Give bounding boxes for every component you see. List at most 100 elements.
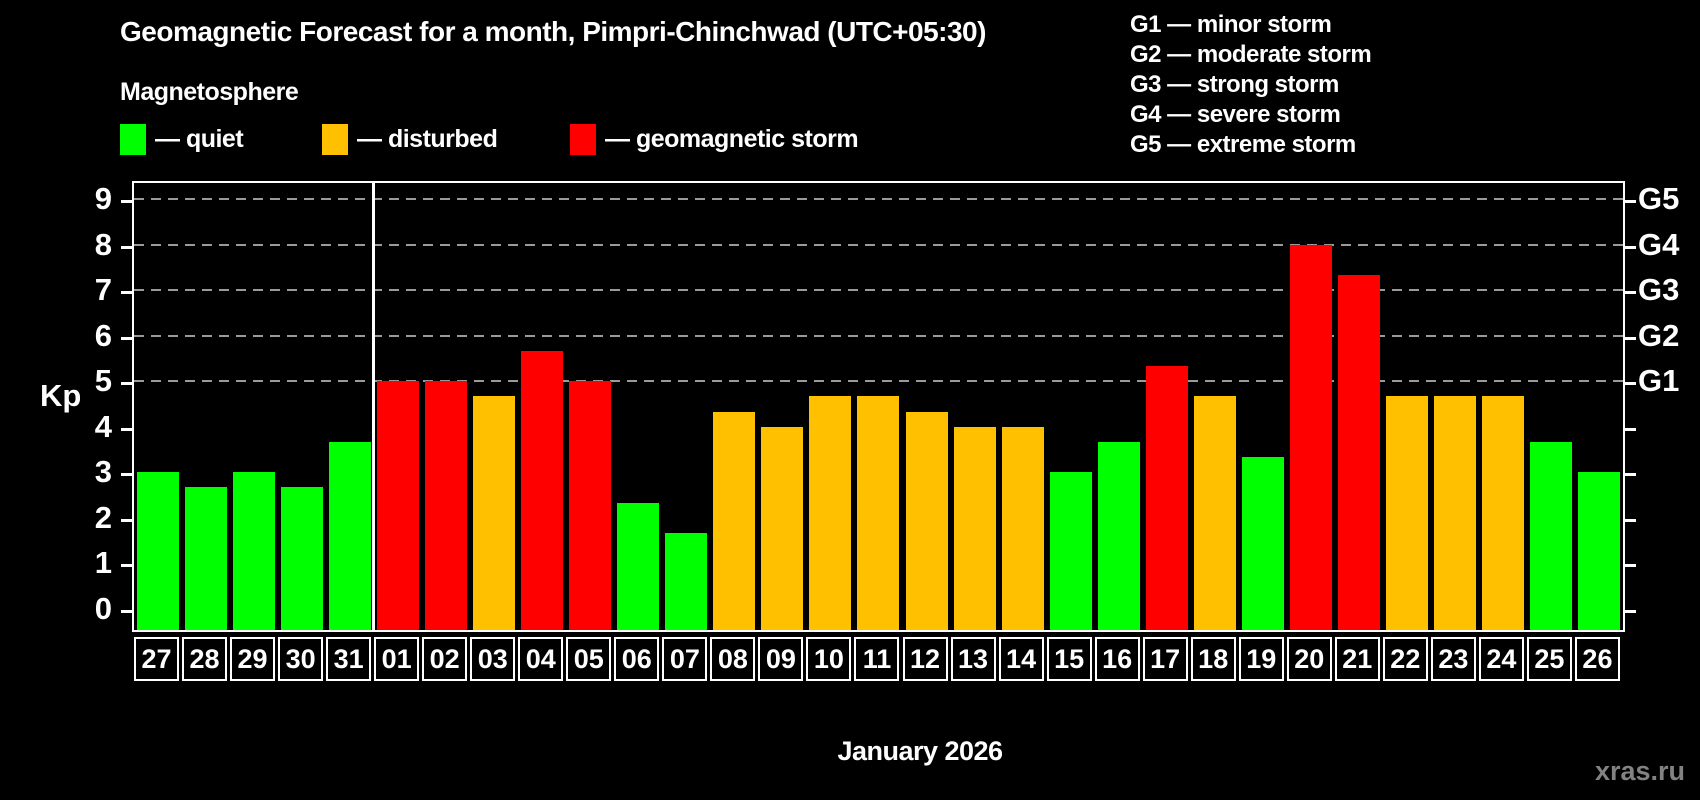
g3-legend-line: G3 — strong storm [1130, 71, 1339, 98]
bar-day-01 [377, 381, 420, 630]
day-box-22: 22 [1382, 637, 1428, 681]
day-box-02: 02 [422, 637, 468, 681]
day-box-29: 29 [230, 637, 276, 681]
disturbed-color-swatch [322, 123, 348, 155]
right-tick-8 [1623, 245, 1636, 249]
left-tick-7 [121, 291, 134, 295]
bar-day-25 [1529, 441, 1572, 630]
bar-day-09 [761, 426, 804, 630]
day-box-03: 03 [470, 637, 516, 681]
plot-area [121, 181, 1636, 632]
right-tick-2 [1623, 518, 1636, 522]
g-tick-label-G2: G2 [1638, 317, 1680, 353]
bar-day-30 [281, 487, 324, 630]
bar-day-08 [713, 411, 756, 630]
day-box-28: 28 [182, 637, 228, 681]
g-tick-label-G3: G3 [1638, 272, 1680, 308]
g4-legend-line: G4 — severe storm [1130, 101, 1341, 128]
g-tick-label-G4: G4 [1638, 226, 1680, 262]
left-tick-6 [121, 336, 134, 340]
gridline-kp-7 [134, 289, 1623, 292]
g-tick-label-G5: G5 [1638, 180, 1680, 216]
left-tick-5 [121, 382, 134, 386]
right-tick-6 [1623, 336, 1636, 340]
bar-day-17 [1145, 366, 1188, 630]
bar-day-18 [1193, 396, 1236, 630]
y-tick-label-3: 3 [94, 454, 112, 490]
legend-label-quiet: — quiet [155, 124, 244, 153]
left-tick-2 [121, 518, 134, 522]
day-box-25: 25 [1526, 637, 1572, 681]
day-box-27: 27 [134, 637, 179, 681]
bar-day-12 [905, 411, 948, 630]
day-box-06: 06 [614, 637, 660, 681]
day-box-18: 18 [1190, 637, 1236, 681]
bar-day-06 [617, 502, 660, 630]
g-tick-label-G1: G1 [1638, 363, 1680, 399]
legend-label-disturbed: — disturbed [357, 124, 498, 153]
gridline-kp-8 [134, 243, 1623, 246]
left-tick-9 [121, 199, 134, 203]
bar-day-19 [1241, 457, 1284, 630]
bar-day-10 [809, 396, 852, 630]
g5-legend-line: G5 — extreme storm [1130, 131, 1356, 158]
day-box-12: 12 [902, 637, 948, 681]
bar-day-24 [1481, 396, 1524, 630]
legend-label-storm: — geomagnetic storm [605, 124, 859, 153]
bar-day-31 [329, 441, 372, 630]
day-box-16: 16 [1094, 637, 1140, 681]
day-box-30: 30 [278, 637, 324, 681]
bar-day-28 [185, 487, 228, 630]
day-box-01: 01 [374, 637, 420, 681]
right-tick-3 [1623, 473, 1636, 477]
day-box-20: 20 [1286, 637, 1332, 681]
left-tick-1 [121, 564, 134, 568]
day-box-13: 13 [950, 637, 996, 681]
bar-day-29 [233, 472, 276, 630]
day-box-05: 05 [566, 637, 612, 681]
bar-day-07 [665, 532, 708, 630]
right-tick-4 [1623, 427, 1636, 431]
bar-day-21 [1337, 275, 1380, 630]
y-tick-label-1: 1 [94, 545, 112, 581]
bar-day-27 [137, 472, 179, 630]
gridline-kp-5 [134, 380, 1623, 383]
day-box-14: 14 [998, 637, 1044, 681]
bar-day-15 [1049, 472, 1092, 630]
legend-item-storm: — geomagnetic storm [570, 123, 859, 155]
left-tick-8 [121, 245, 134, 249]
chart-title: Geomagnetic Forecast for a month, Pimpri… [120, 16, 986, 47]
day-box-11: 11 [854, 637, 900, 681]
gridline-kp-6 [134, 334, 1623, 337]
bar-day-04 [521, 350, 564, 630]
g-scale-legend: G1 — minor storm G2 — moderate storm G3 … [1130, 10, 1372, 160]
storm-color-swatch [570, 123, 596, 155]
g1-legend-line: G1 — minor storm [1130, 11, 1332, 38]
bar-day-13 [953, 426, 996, 630]
day-box-09: 09 [758, 637, 804, 681]
bar-day-11 [857, 396, 900, 630]
day-box-26: 26 [1574, 637, 1620, 681]
watermark: xras.ru [1594, 756, 1685, 786]
y-tick-label-9: 9 [94, 180, 112, 216]
y-axis-title: Kp [40, 378, 82, 413]
legend-item-disturbed: — disturbed [322, 123, 498, 155]
y-tick-label-5: 5 [94, 363, 112, 399]
quiet-color-swatch [120, 123, 146, 155]
day-box-24: 24 [1478, 637, 1524, 681]
y-tick-label-8: 8 [94, 226, 112, 262]
bar-day-02 [425, 381, 468, 630]
bar-day-14 [1001, 426, 1044, 630]
month-separator-line [372, 183, 376, 630]
left-tick-4 [121, 427, 134, 431]
magnetosphere-label: Magnetosphere [120, 78, 299, 106]
day-box-04: 04 [518, 637, 564, 681]
right-tick-5 [1623, 382, 1636, 386]
bar-day-22 [1385, 396, 1428, 630]
bar-day-20 [1289, 244, 1332, 630]
y-tick-label-7: 7 [94, 272, 112, 308]
y-tick-label-2: 2 [94, 499, 112, 535]
bar-day-16 [1097, 441, 1140, 630]
right-tick-7 [1623, 291, 1636, 295]
